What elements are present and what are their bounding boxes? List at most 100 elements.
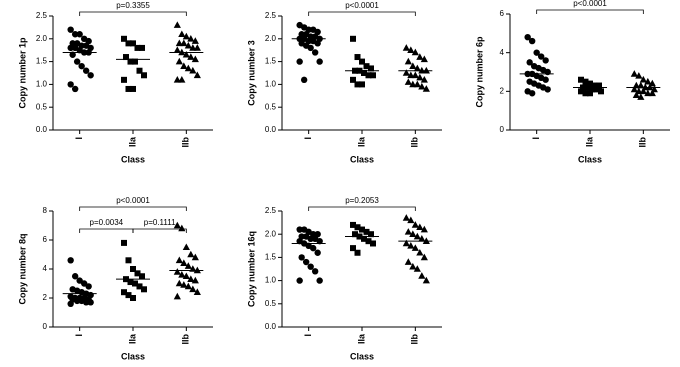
point [354,81,361,88]
point [639,75,647,83]
p-value-label: p=0.0034 [90,218,124,227]
point [542,76,549,83]
y-tick-label: 2 [43,293,48,302]
point [639,87,647,95]
point [582,90,589,97]
point [524,34,531,41]
x-axis-label: Class [121,351,145,361]
significance-bracket [132,228,187,233]
point [418,235,426,242]
point [130,85,136,92]
point [413,265,421,272]
y-tick-label: 1.5 [265,253,277,262]
point [635,72,643,79]
point [402,69,410,76]
point [178,271,186,278]
point [191,55,199,63]
point [589,86,595,93]
p-value-label: p<0.0001 [345,1,379,10]
x-axis-label: Class [121,154,145,164]
x-tick-label: I [74,137,84,140]
point [413,80,421,88]
y-tick-label: 6 [500,9,505,18]
point [134,44,141,51]
point [648,89,656,97]
point [307,44,314,52]
point [187,53,195,60]
point [184,64,192,72]
point [191,276,199,284]
point [411,48,419,56]
point [402,44,410,51]
point [368,65,374,72]
point [359,58,365,65]
point [537,53,545,60]
point [316,237,323,245]
point [78,62,85,70]
y-tick-label: 2.5 [36,11,48,20]
panel: 0.0 0.5 1.0 1.5 2.0 2.5 Copy number 3 Class I IIa… [246,1,442,164]
significance-bracket [79,11,187,16]
point [73,58,81,65]
point [411,244,419,251]
point [413,64,421,72]
significance-bracket [79,228,134,233]
point [193,71,201,79]
point [648,79,656,87]
point [193,288,201,295]
point [420,76,428,83]
point [350,221,356,228]
x-tick-label: IIb [181,333,191,344]
point [189,44,197,51]
point [354,54,361,61]
point [139,44,145,51]
y-axis-label: Copy number 6p [474,36,484,108]
point [528,37,536,45]
point [409,62,417,69]
point [173,221,181,229]
y-tick-label: 2.0 [36,34,48,43]
y-tick-label: 0 [43,322,48,331]
point [121,76,127,83]
point [82,67,90,74]
point [76,31,83,38]
point [187,35,195,42]
y-tick-label: 2 [500,86,505,95]
point [184,41,192,49]
x-tick-label: I [303,334,313,337]
point [409,80,417,88]
point [87,72,94,79]
point [173,76,181,83]
point [121,35,127,42]
point [180,281,188,288]
point [125,257,132,264]
p-value-label: p<0.0001 [573,0,607,8]
point [73,297,81,305]
point [407,46,415,53]
point [314,249,321,256]
point [125,85,132,92]
point [404,228,412,235]
point [178,30,186,38]
point [365,238,372,245]
significance-bracket [308,11,416,16]
x-axis-label: Class [350,351,374,361]
point [189,285,197,293]
point [637,81,645,89]
point [413,232,421,240]
point [67,257,74,264]
point [422,85,430,92]
panel: 0 2 4 6 Copy number 6p Class I IIa IIb p<0.0001 [474,0,670,164]
point [187,250,195,258]
point [350,76,356,83]
point [422,276,430,284]
point [130,295,136,301]
point [141,72,147,79]
point [175,57,183,65]
point [632,91,640,98]
point [311,268,319,275]
point [578,76,584,83]
p-value-label: p=0.3355 [116,1,150,10]
point [316,58,323,65]
